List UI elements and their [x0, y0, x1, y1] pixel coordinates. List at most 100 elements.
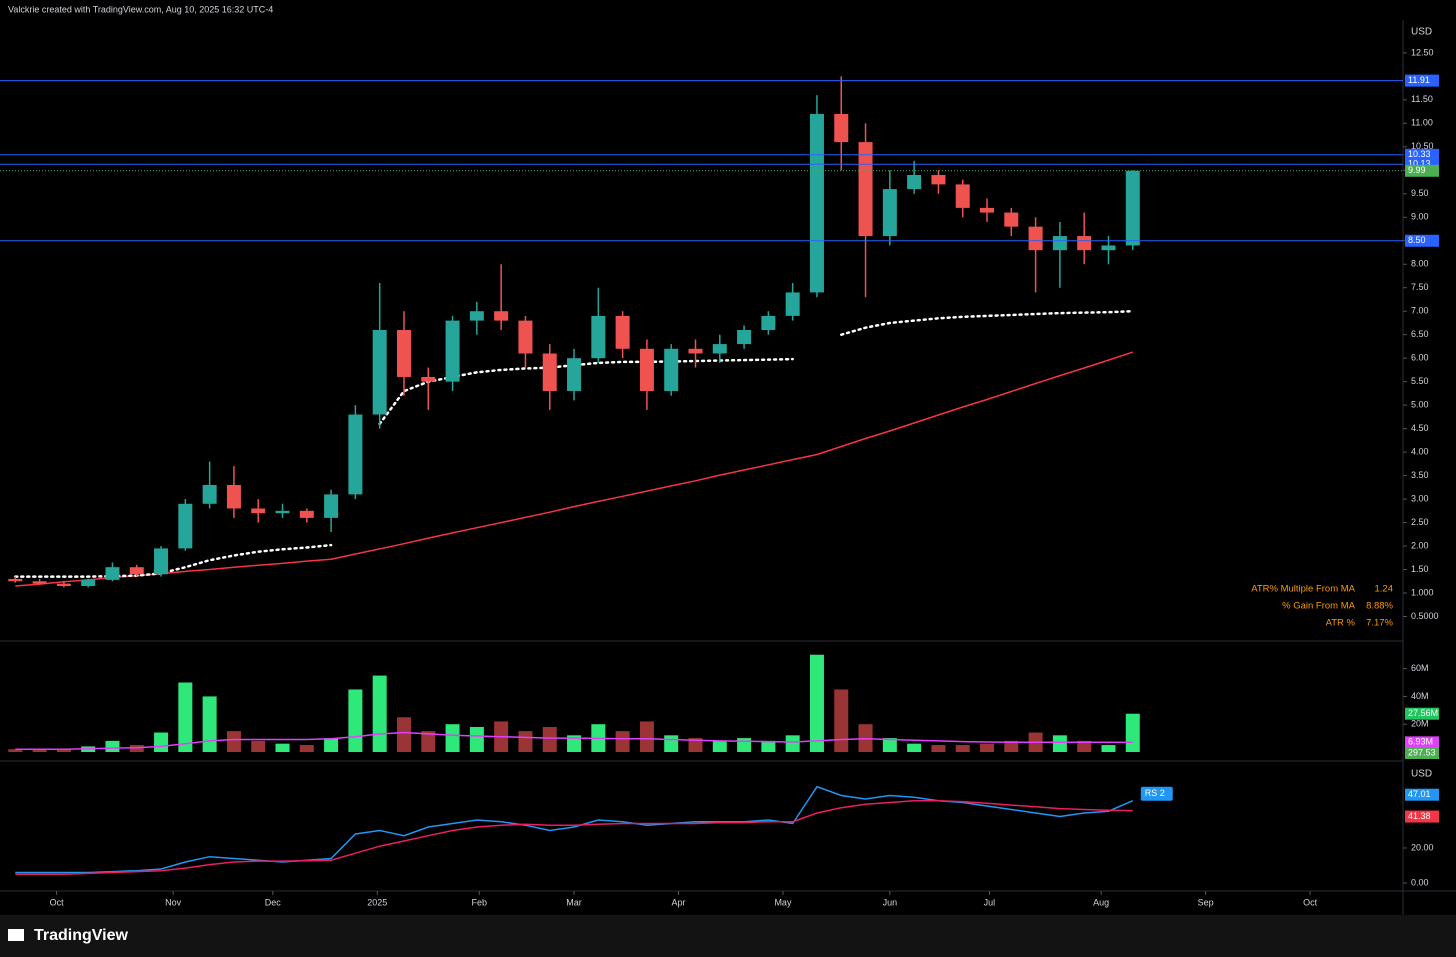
price-badge-label: 10.33	[1408, 149, 1431, 159]
volume-bar	[202, 696, 217, 752]
price-badge-label: 9.99	[1408, 165, 1426, 175]
candle-body	[1101, 245, 1116, 251]
volume-badge	[1405, 707, 1439, 720]
logo-mark	[8, 929, 24, 941]
y-tick-label: 5.00	[1411, 400, 1429, 410]
volume-badge-label: 6.93M	[1408, 737, 1433, 747]
x-tick-label: Sep	[1198, 897, 1214, 907]
price-badge-label: 11.91	[1408, 75, 1430, 85]
volume-bar	[688, 738, 703, 752]
candle-body	[129, 567, 144, 575]
rs-badge-label: 41.38	[1408, 811, 1431, 821]
candle-body	[882, 189, 897, 237]
volume-bar	[955, 745, 970, 752]
candle-body	[202, 485, 217, 504]
y-tick-label: 8.00	[1411, 259, 1429, 269]
volume-bar	[882, 738, 897, 752]
stat-value: 7.17%	[1366, 618, 1393, 629]
x-tick-label: Aug	[1093, 897, 1109, 907]
candle-body	[931, 175, 946, 185]
candle-body	[1004, 212, 1019, 227]
candle-body	[324, 494, 339, 518]
volume-bar	[251, 740, 266, 752]
volume-bar	[785, 735, 800, 752]
y-tick-label: 0.5000	[1411, 611, 1439, 621]
y-tick-label: 7.50	[1411, 282, 1429, 292]
rs-legend-box	[1140, 786, 1173, 801]
volume-bar	[809, 654, 824, 752]
volume-bar	[299, 745, 314, 752]
y-tick-label: 4.50	[1411, 423, 1429, 433]
volume-badge	[1405, 736, 1439, 749]
volume-bar	[324, 738, 339, 752]
candle-body	[785, 292, 800, 316]
candle-body	[858, 142, 873, 237]
volume-bar	[178, 682, 193, 752]
y-tick-label: 5.50	[1411, 376, 1429, 386]
volume-bar	[518, 731, 533, 752]
volume-bar	[931, 745, 946, 752]
candle-body	[8, 578, 23, 582]
volume-bar	[567, 735, 582, 752]
price-badge-label: 8.50	[1408, 235, 1426, 245]
candle-body	[615, 315, 630, 349]
stat-label: % Gain From MA	[1282, 601, 1356, 612]
candle-body	[32, 581, 47, 584]
volume-bar	[1077, 740, 1092, 752]
y-tick-label: 1.000	[1411, 587, 1434, 597]
candle-body	[542, 353, 557, 392]
candle-body	[567, 358, 582, 392]
candle-body	[299, 510, 314, 518]
y-tick-label: 20.00	[1411, 842, 1434, 852]
y-tick-label: 2.50	[1411, 517, 1429, 527]
volume-bar	[226, 731, 241, 752]
y-tick-label: 3.50	[1411, 470, 1429, 480]
volume-bar	[712, 740, 727, 752]
candle-body	[178, 503, 193, 549]
volume-badge-label: 27.56M	[1408, 708, 1438, 718]
y-tick-label: 3.00	[1411, 493, 1429, 503]
volume-bar	[1052, 735, 1067, 752]
volume-ma	[15, 731, 1133, 750]
volume-bar	[348, 689, 363, 752]
candle-body	[907, 175, 922, 190]
rs-badge-label: 47.01	[1408, 789, 1431, 799]
y-tick-label: 9.00	[1411, 212, 1429, 222]
price-badge-label: 10.13	[1408, 159, 1431, 169]
y-tick-label: 0.00	[1411, 877, 1429, 887]
x-tick-label: Oct	[1303, 897, 1318, 907]
price-badge	[1405, 234, 1439, 247]
price-badge	[1405, 164, 1439, 177]
candle-body	[737, 330, 752, 345]
price-badge	[1405, 148, 1439, 161]
candle-body	[494, 311, 509, 321]
candle-body	[980, 207, 995, 213]
y-tick-label: 11.00	[1411, 118, 1433, 128]
candle-body	[688, 348, 703, 354]
stat-label: ATR% Multiple From MA	[1251, 584, 1355, 595]
candle-body	[154, 548, 169, 575]
candle-body	[1077, 236, 1092, 251]
volume-bar	[761, 740, 776, 752]
x-tick-label: 2025	[367, 897, 387, 907]
candle-body	[1125, 170, 1140, 246]
rs-badge	[1405, 788, 1439, 801]
x-tick-label: Apr	[671, 897, 685, 907]
indicator-line	[14, 309, 1135, 578]
volume-bar	[469, 726, 484, 752]
volume-bar	[1004, 740, 1019, 752]
volume-bar	[396, 717, 411, 752]
volume-bar	[8, 749, 23, 752]
volume-bar	[907, 743, 922, 752]
indicator-line	[15, 351, 1134, 587]
stat-label: ATR %	[1326, 618, 1356, 629]
header: Valckrie created with TradingView.com, A…	[8, 4, 273, 14]
volume-badge	[1405, 747, 1439, 759]
candle-body	[639, 348, 654, 392]
currency: USD	[1411, 769, 1432, 780]
x-tick-label: Dec	[265, 897, 282, 907]
x-tick-label: Mar	[566, 897, 582, 907]
volume-bar	[372, 675, 387, 752]
candle-body	[1028, 226, 1043, 251]
